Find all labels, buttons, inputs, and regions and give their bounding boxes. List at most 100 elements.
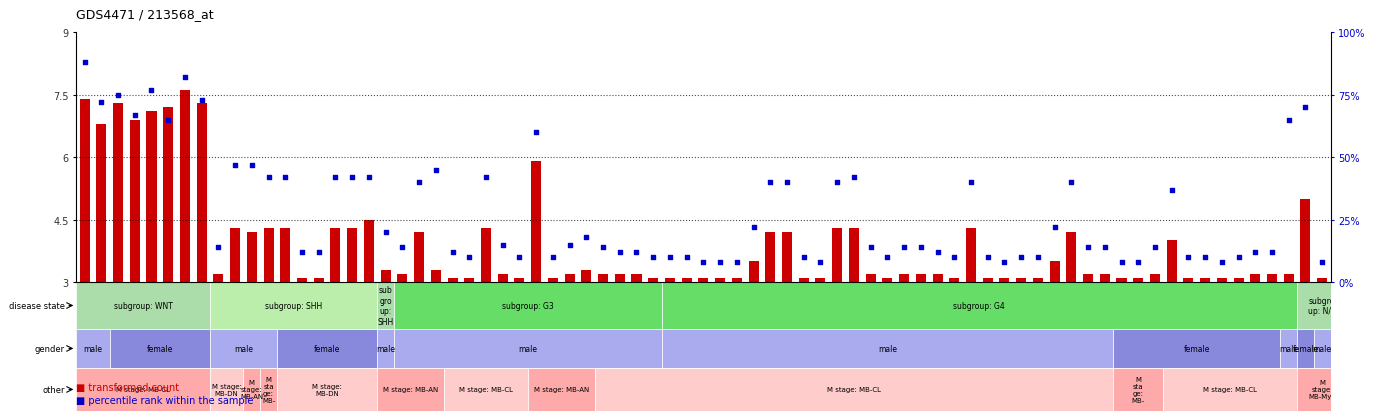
Point	[492, 242, 514, 248]
Point	[859, 244, 881, 251]
Bar	[130, 120, 140, 282]
Bar	[431, 270, 441, 282]
Bar	[848, 228, 859, 282]
Bar	[1314, 329, 1331, 368]
Bar	[665, 278, 675, 282]
Point	[675, 254, 697, 261]
Text: M stage: MB-CL: M stage: MB-CL	[827, 387, 881, 392]
Text: female: female	[313, 344, 341, 353]
Point	[1211, 259, 1234, 266]
Bar	[1049, 261, 1060, 282]
Bar	[1200, 278, 1210, 282]
Text: female: female	[147, 344, 173, 353]
Point	[1060, 179, 1082, 186]
Bar	[1297, 282, 1347, 329]
Point	[760, 179, 782, 186]
Bar	[1281, 329, 1297, 368]
Bar	[76, 368, 211, 411]
Point	[1311, 259, 1333, 266]
Bar	[79, 100, 90, 282]
Point	[424, 167, 446, 173]
Point	[509, 254, 531, 261]
Bar	[1317, 278, 1328, 282]
Point	[1027, 254, 1049, 261]
Point	[642, 254, 664, 261]
Bar	[114, 104, 123, 282]
Bar	[983, 278, 992, 282]
Point	[893, 244, 915, 251]
Bar	[109, 329, 211, 368]
Text: male: male	[1313, 344, 1332, 353]
Text: subgroup: G4: subgroup: G4	[954, 301, 1005, 310]
Text: subgroup: G3: subgroup: G3	[502, 301, 553, 310]
Text: male: male	[376, 344, 395, 353]
Point	[1177, 254, 1199, 261]
Point	[1143, 244, 1166, 251]
Text: M stage:
MB-DN: M stage: MB-DN	[212, 383, 241, 396]
Bar	[883, 278, 893, 282]
Bar	[528, 368, 595, 411]
Point	[559, 242, 581, 248]
Point	[1228, 254, 1250, 261]
Bar	[211, 282, 377, 329]
Text: M
sta
ge:
MB-: M sta ge: MB-	[262, 376, 276, 403]
Bar	[197, 104, 207, 282]
Point	[776, 179, 798, 186]
Bar	[682, 278, 692, 282]
Point	[459, 254, 481, 261]
Point	[274, 174, 297, 181]
Point	[625, 249, 647, 256]
Bar	[76, 282, 211, 329]
Text: M stage: MB-CL: M stage: MB-CL	[459, 387, 513, 392]
Bar	[1117, 278, 1127, 282]
Point	[575, 234, 597, 241]
Bar	[1113, 368, 1163, 411]
Text: M stage: MB-AN: M stage: MB-AN	[534, 387, 589, 392]
Point	[1010, 254, 1033, 261]
Point	[441, 249, 463, 256]
Point	[407, 179, 430, 186]
Point	[225, 162, 247, 169]
Bar	[297, 278, 308, 282]
Bar	[365, 220, 374, 282]
Bar	[1331, 329, 1347, 368]
Bar	[464, 278, 474, 282]
Text: male: male	[234, 344, 254, 353]
Point	[123, 112, 146, 119]
Text: M
sta
ge:
MB-: M sta ge: MB-	[1131, 376, 1145, 403]
Text: male: male	[877, 344, 897, 353]
Text: M
stage:
MB-Myc: M stage: MB-Myc	[1308, 380, 1336, 399]
Point	[391, 244, 413, 251]
Point	[341, 174, 363, 181]
Point	[960, 179, 983, 186]
Bar	[377, 368, 444, 411]
Bar	[76, 329, 109, 368]
Point	[1193, 254, 1217, 261]
Bar	[377, 329, 394, 368]
Bar	[211, 368, 244, 411]
Point	[291, 249, 313, 256]
Text: M stage:
MB-DN: M stage: MB-DN	[312, 383, 342, 396]
Point	[107, 92, 129, 99]
Point	[743, 224, 765, 231]
Text: ■ percentile rank within the sample: ■ percentile rank within the sample	[76, 395, 254, 405]
Bar	[398, 274, 407, 282]
Bar	[247, 233, 256, 282]
Point	[942, 254, 965, 261]
Bar	[1297, 368, 1347, 411]
Bar	[531, 162, 541, 282]
Point	[374, 229, 396, 236]
Point	[826, 179, 848, 186]
Bar	[782, 233, 791, 282]
Bar	[164, 108, 173, 282]
Bar	[277, 329, 377, 368]
Point	[977, 254, 999, 261]
Point	[73, 59, 96, 66]
Bar	[999, 278, 1009, 282]
Point	[1110, 259, 1132, 266]
Bar	[1267, 274, 1277, 282]
Bar	[564, 274, 575, 282]
Bar	[211, 329, 277, 368]
Bar	[414, 233, 424, 282]
Bar	[1184, 278, 1193, 282]
